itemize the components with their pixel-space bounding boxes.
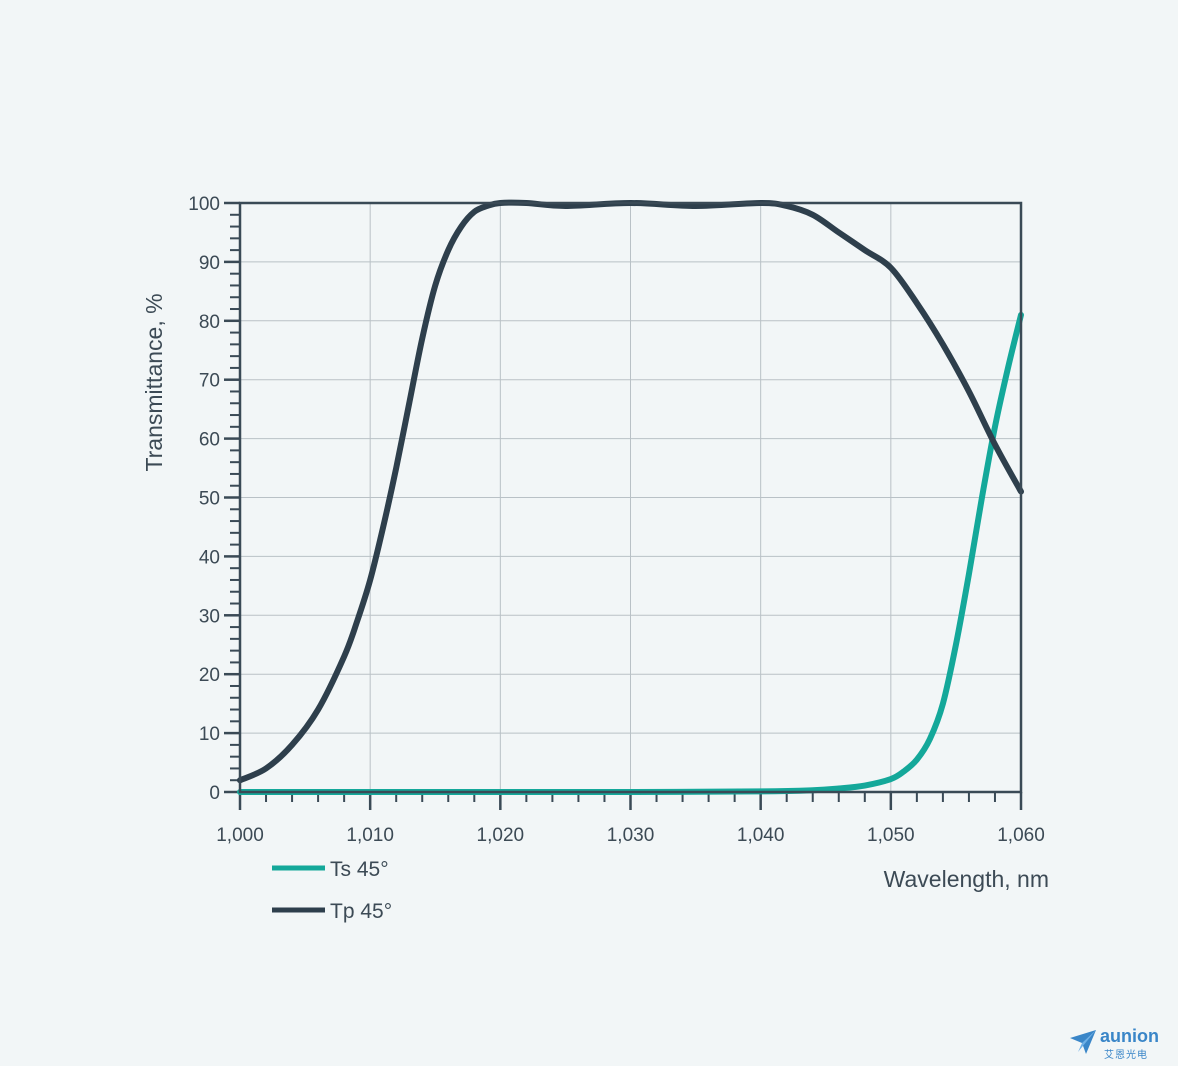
y-tick-label: 40 [199,547,220,568]
y-tick-label: 0 [209,783,220,804]
y-tick-labels: 0 10 20 30 40 50 60 70 80 90 100 [188,194,220,804]
legend: Ts 45° Tp 45° [272,858,392,923]
y-tick-label: 80 [199,312,220,333]
plot-frame [238,201,1023,794]
logo-subtitle: 艾恩光电 [1104,1050,1148,1061]
grid [240,203,1021,792]
x-tick-label: 1,030 [607,825,655,846]
brand-logo: aunion 艾恩光电 [1068,1024,1172,1061]
x-tick-labels: 1,000 1,010 1,020 1,030 1,040 1,050 1,060 [216,825,1045,846]
y-tick-label: 90 [199,253,220,274]
x-tick-label: 1,020 [477,825,525,846]
y-axis-title: Transmittance, % [141,293,167,471]
legend-label-tp: Tp 45° [330,900,392,923]
y-tick-label: 10 [199,724,220,745]
y-tick-label: 20 [199,665,220,686]
x-tick-label: 1,010 [346,825,394,846]
x-tick-label: 1,000 [216,825,264,846]
x-tick-label: 1,050 [867,825,915,846]
y-tick-label: 50 [199,489,220,510]
x-axis-title: Wavelength, nm [884,866,1049,892]
legend-label-ts: Ts 45° [330,858,389,881]
y-tick-label: 60 [199,430,220,451]
y-tick-label: 70 [199,371,220,392]
x-tick-label: 1,060 [997,825,1045,846]
paper-plane-icon [1070,1030,1096,1054]
y-tick-label: 100 [188,194,220,215]
x-tick-label: 1,040 [737,825,785,846]
minor-ticks [224,201,1023,810]
y-tick-label: 30 [199,606,220,627]
logo-word: aunion [1100,1026,1159,1046]
